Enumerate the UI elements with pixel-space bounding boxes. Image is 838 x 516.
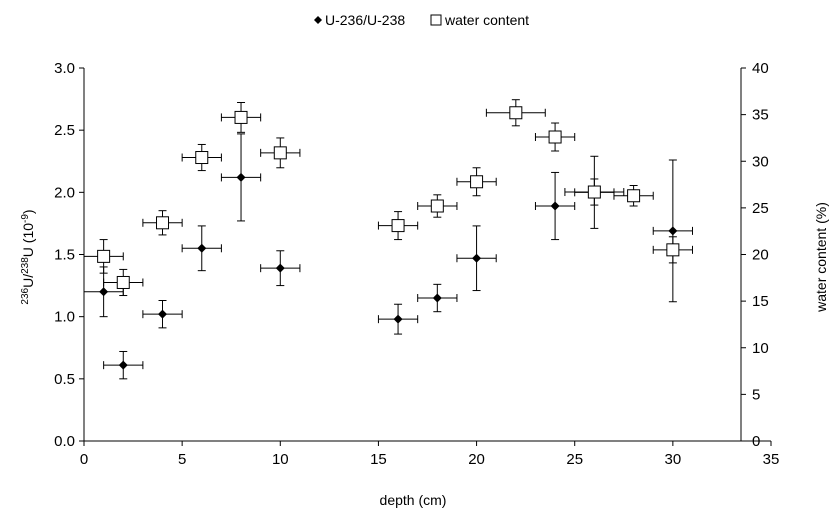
- y-left-title-sup-3: -9: [20, 214, 31, 223]
- y-left-title-sup-2: 238: [20, 257, 31, 274]
- data-point-square: [627, 189, 641, 203]
- y-axis-left-title: 236U/238U (10-9): [20, 209, 36, 304]
- legend-marker-open-square: [430, 14, 442, 26]
- data-point-square: [666, 243, 680, 257]
- y-left-tick-label: 2.5: [54, 122, 75, 139]
- y-left-tick-label: 1.0: [54, 309, 75, 326]
- data-point-diamond: [99, 287, 109, 297]
- y-axis-left-ticks: 0.0 0.5 1.0 1.5 2.0 2.5 3.0: [54, 60, 84, 450]
- y-right-tick-label: 15: [752, 293, 769, 310]
- series-water-content: [83, 99, 693, 297]
- y-left-title-base-2: U (10: [20, 223, 36, 257]
- data-point-diamond: [236, 172, 246, 182]
- data-point-square: [587, 185, 601, 199]
- x-tick-label: 20: [468, 451, 485, 468]
- data-series: [83, 99, 693, 380]
- data-point-square: [195, 151, 209, 165]
- data-point-diamond: [275, 263, 285, 273]
- y-axis-right-title: water content (%): [813, 202, 829, 313]
- legend-label-uranium-ratio: U-236/U-238: [325, 12, 405, 28]
- y-right-tick-label: 35: [752, 107, 769, 124]
- x-tick-label: 0: [80, 451, 88, 468]
- data-point-square: [548, 130, 562, 144]
- data-point-square: [273, 146, 287, 160]
- x-tick-label: 15: [370, 451, 387, 468]
- data-point-diamond: [550, 201, 560, 211]
- y-left-tick-label: 0.0: [54, 433, 75, 450]
- x-axis-title: depth (cm): [380, 492, 447, 508]
- legend-label-water-content: water content: [444, 12, 529, 28]
- data-point-square: [509, 106, 523, 120]
- data-point-square: [234, 110, 248, 124]
- data-point-diamond: [432, 293, 442, 303]
- y-left-title-base-1: U/: [20, 274, 36, 288]
- data-point-diamond: [472, 253, 482, 263]
- x-tick-label: 35: [763, 451, 780, 468]
- data-point-square: [470, 175, 484, 189]
- y-right-tick-label: 0: [752, 433, 760, 450]
- x-axis-ticks: 0 5 10 15 20 25 30 35: [80, 441, 780, 468]
- legend: U-236/U-238 water content: [314, 12, 529, 28]
- x-tick-label: 30: [665, 451, 682, 468]
- x-tick-label: 5: [178, 451, 186, 468]
- x-tick-label: 10: [272, 451, 289, 468]
- y-right-tick-label: 20: [752, 247, 769, 264]
- y-left-tick-label: 1.5: [54, 247, 75, 264]
- data-point-diamond: [118, 360, 128, 370]
- x-tick-label: 25: [566, 451, 583, 468]
- legend-marker-diamond: [314, 16, 322, 24]
- data-point-diamond: [393, 314, 403, 324]
- data-point-diamond: [197, 243, 207, 253]
- data-point-diamond: [668, 226, 678, 236]
- data-point-square: [430, 199, 444, 213]
- y-left-tick-label: 0.5: [54, 371, 75, 388]
- y-right-tick-label: 5: [752, 386, 760, 403]
- y-left-tick-label: 3.0: [54, 60, 75, 77]
- data-point-square: [116, 275, 130, 289]
- data-point-square: [97, 249, 111, 263]
- y-right-tick-label: 40: [752, 60, 769, 77]
- y-right-tick-label: 10: [752, 340, 769, 357]
- data-point-square: [391, 219, 405, 233]
- y-right-tick-label: 25: [752, 200, 769, 217]
- y-left-tick-label: 2.0: [54, 184, 75, 201]
- data-point-square: [156, 216, 170, 230]
- y-axis-right-ticks: 0 5 10 15 20 25 30 35 40: [741, 60, 769, 450]
- data-point-diamond: [158, 309, 168, 319]
- y-right-tick-label: 30: [752, 153, 769, 170]
- y-left-title-sup-1: 236: [20, 287, 31, 304]
- series-uranium-ratio: [83, 133, 693, 380]
- y-left-title-base-3: ): [20, 209, 36, 214]
